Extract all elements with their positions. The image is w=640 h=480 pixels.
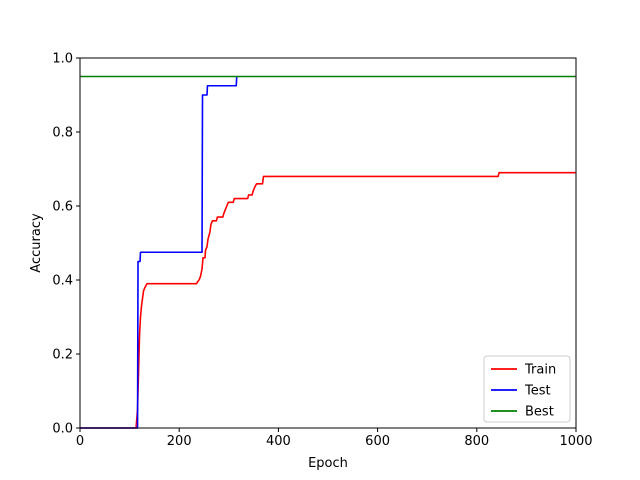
x-tick-label: 800 xyxy=(464,434,489,449)
y-tick-label: 0.6 xyxy=(52,200,73,215)
y-tick-label: 0.0 xyxy=(52,422,73,437)
x-axis-label: Epoch xyxy=(308,456,348,471)
series-line-train xyxy=(80,171,576,429)
y-axis-label: Accuracy xyxy=(29,213,44,273)
legend: Train Test Best xyxy=(483,355,571,423)
series-layer xyxy=(80,75,576,429)
legend-label-best: Best xyxy=(525,405,554,420)
series-line-test xyxy=(80,76,238,429)
x-tick-label: 600 xyxy=(365,434,390,449)
x-tick-label: 1000 xyxy=(559,434,592,449)
y-tick-label: 1.0 xyxy=(52,52,73,67)
legend-box xyxy=(483,355,571,423)
x-tick-label: 200 xyxy=(167,434,192,449)
x-tick-label: 0 xyxy=(76,434,84,449)
legend-label-test: Test xyxy=(524,384,551,399)
ticks-layer: 0 200 400 600 800 1000 0.0 0.2 0.4 0.6 0.8 1.0 xyxy=(52,52,592,450)
x-tick-label: 400 xyxy=(266,434,291,449)
y-tick-label: 0.8 xyxy=(52,126,73,141)
y-tick-label: 0.2 xyxy=(52,348,73,363)
legend-label-train: Train xyxy=(524,363,556,378)
plot-frame xyxy=(79,57,577,429)
y-tick-label: 0.4 xyxy=(52,274,73,289)
